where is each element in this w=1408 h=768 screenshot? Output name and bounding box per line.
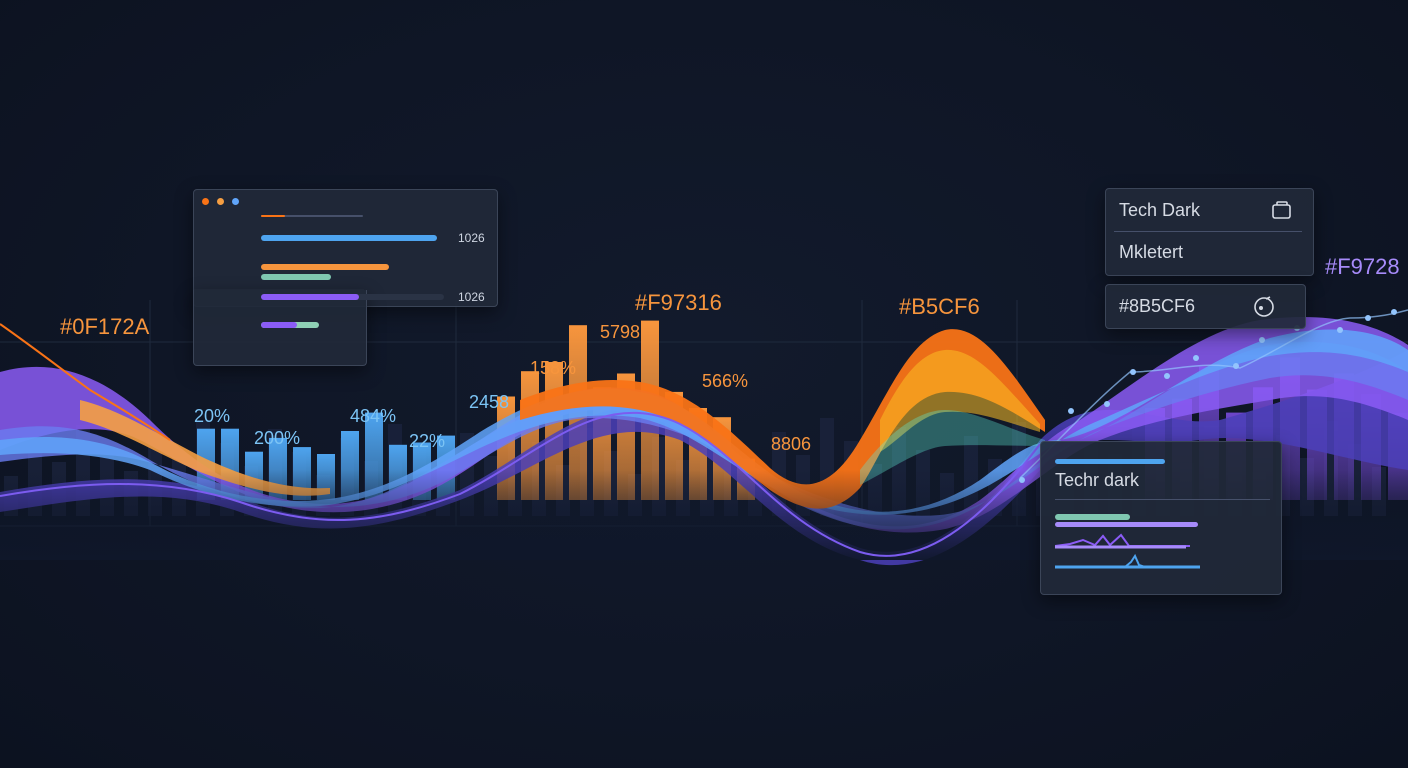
trace-point-3 [1104, 401, 1110, 407]
label-20pct: 20% [194, 406, 230, 426]
label-22pct: 22% [409, 431, 445, 451]
legend-title: Techr dark [1055, 470, 1140, 490]
label-566pct: 566% [702, 371, 748, 391]
label-hex-0f172a: #0F172A [60, 314, 150, 339]
window-close-dot[interactable] [202, 198, 209, 205]
color-picker-icon[interactable] [1252, 295, 1276, 319]
mini-window-panel-lower [193, 290, 367, 366]
panel-bar-3 [261, 264, 389, 270]
mini-window-panel [193, 189, 498, 307]
theme-option-tech-dark[interactable]: Tech Dark [1119, 200, 1201, 220]
trace-point-1 [1019, 477, 1025, 483]
window-minimize-dot[interactable] [217, 198, 224, 205]
trace-point-7 [1233, 363, 1239, 369]
copy-icon[interactable] [1271, 200, 1293, 220]
trace-point-8 [1259, 337, 1265, 343]
trace-point-6 [1193, 355, 1199, 361]
chart-labels: #0F172A #F97316 #B5CF6 #F9728 20% 200% 4… [60, 254, 1400, 454]
trace-point-10 [1337, 327, 1343, 333]
label-hex-b5cf6: #B5CF6 [899, 294, 980, 319]
label-5798: 5798 [600, 322, 640, 342]
label-8806: 8806 [771, 434, 811, 454]
panel-joint [194, 289, 364, 293]
trace-point-11 [1365, 315, 1371, 321]
legend-sparkline-purple [1055, 533, 1190, 549]
theme-menu-divider [1114, 231, 1302, 232]
panel-value-1: 1026 [458, 231, 485, 245]
label-hex-f9728: #F9728 [1325, 254, 1400, 279]
window-maximize-dot[interactable] [232, 198, 239, 205]
panel-bar-4 [261, 274, 331, 280]
panel-bar-6-overlay [261, 322, 297, 328]
label-484pct: 484% [350, 406, 396, 426]
trace-point-5 [1164, 373, 1170, 379]
panel-bar-1 [261, 215, 285, 217]
legend-divider [1055, 499, 1270, 500]
trace-point-2 [1068, 408, 1074, 414]
area-series-orange [80, 400, 330, 496]
label-hex-f97316: #F97316 [635, 290, 722, 315]
legend-bar-purple [1055, 522, 1198, 527]
label-200pct: 200% [254, 428, 300, 448]
trace-points [1019, 309, 1397, 483]
trace-point-12 [1391, 309, 1397, 315]
panel-bar-2 [261, 235, 437, 241]
area-series-orange-glow [880, 349, 1040, 452]
area-series-teal-glow [860, 410, 1045, 485]
label-158pct: 158% [530, 358, 576, 378]
panel-bar-track-1 [261, 215, 363, 217]
label-2458: 2458 [469, 392, 509, 412]
panel-bar-5 [261, 294, 359, 300]
trace-point-4 [1130, 369, 1136, 375]
legend-header-bar [1055, 459, 1165, 464]
purple-outline-line [0, 412, 1041, 557]
blue-trace-line [1019, 309, 1408, 479]
theme-option-mkletert[interactable]: Mkletert [1119, 242, 1184, 262]
legend-bar-green [1055, 514, 1130, 520]
legend-sparkline-blue [1055, 553, 1200, 569]
color-hex-value[interactable]: #8B5CF6 [1119, 296, 1196, 316]
orange-trace-line [0, 323, 171, 441]
theme-menu [1105, 188, 1314, 276]
panel-value-2: 1026 [458, 290, 485, 304]
line-traces [0, 309, 1408, 557]
